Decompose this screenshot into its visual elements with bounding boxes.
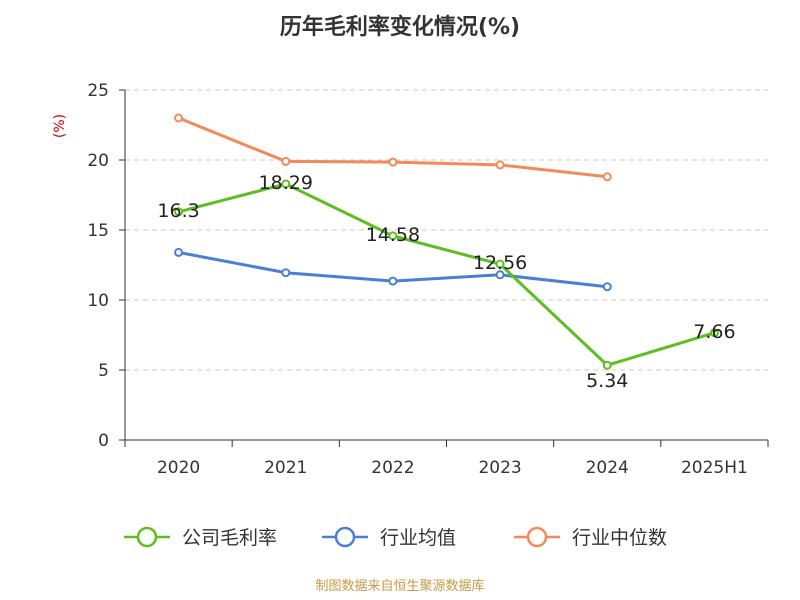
y-tick-label: 25 bbox=[87, 81, 109, 101]
y-tick-label: 5 bbox=[98, 361, 109, 381]
y-tick-label: 20 bbox=[87, 151, 109, 171]
data-point bbox=[388, 231, 398, 241]
data-point bbox=[174, 247, 184, 257]
data-label: 7.66 bbox=[693, 321, 735, 343]
legend-item[interactable]: 公司毛利率 bbox=[124, 526, 277, 549]
x-tick-labels: 2020 2021 2022 2023 2024 2025H1 bbox=[157, 458, 748, 478]
legend-label: 公司毛利率 bbox=[182, 527, 277, 549]
legend-label: 行业均值 bbox=[380, 527, 456, 549]
data-point bbox=[495, 259, 505, 269]
data-point bbox=[281, 179, 291, 189]
grid-lines bbox=[125, 89, 768, 371]
legend-item[interactable]: 行业均值 bbox=[322, 526, 456, 549]
data-point bbox=[602, 172, 612, 182]
data-point bbox=[281, 156, 291, 166]
legend-marker-icon bbox=[334, 526, 356, 548]
data-point bbox=[174, 113, 184, 123]
series-line bbox=[178, 116, 608, 179]
x-tick-label: 2022 bbox=[371, 458, 414, 478]
data-point bbox=[388, 276, 398, 286]
y-tick-label: 0 bbox=[98, 431, 109, 451]
y-tick-label: 15 bbox=[87, 221, 109, 241]
data-point bbox=[495, 160, 505, 170]
data-point bbox=[495, 270, 505, 280]
x-tick-label: 2023 bbox=[478, 458, 521, 478]
y-tick-labels: 0 5 10 15 20 25 bbox=[87, 81, 109, 451]
data-point bbox=[602, 360, 612, 370]
data-point bbox=[388, 157, 398, 167]
legend-item[interactable]: 行业中位数 bbox=[514, 526, 667, 549]
series-line bbox=[178, 182, 715, 367]
legend-marker-icon bbox=[526, 526, 548, 548]
x-tick-label: 2025H1 bbox=[681, 458, 748, 478]
x-tick-label: 2021 bbox=[264, 458, 307, 478]
axes bbox=[119, 89, 769, 447]
data-label: 5.34 bbox=[586, 370, 628, 392]
data-label: 14.58 bbox=[366, 224, 420, 246]
y-tick-label: 10 bbox=[87, 291, 109, 311]
x-tick-label: 2024 bbox=[586, 458, 629, 478]
y-axis-unit: (%) bbox=[52, 114, 68, 138]
chart-title: 历年毛利率变化情况(%) bbox=[280, 14, 520, 40]
data-point bbox=[709, 328, 719, 338]
data-point bbox=[174, 207, 184, 217]
data-labels: 16.3 18.29 14.58 12.56 5.34 7.66 bbox=[157, 172, 735, 392]
data-label: 16.3 bbox=[157, 200, 199, 222]
legend[interactable]: 公司毛利率 行业均值 行业中位数 bbox=[124, 526, 667, 549]
x-tick-label: 2020 bbox=[157, 458, 200, 478]
legend-label: 行业中位数 bbox=[572, 527, 667, 549]
data-point bbox=[281, 268, 291, 278]
series-group bbox=[174, 113, 719, 370]
data-label: 18.29 bbox=[259, 172, 313, 194]
legend-marker-icon bbox=[136, 526, 158, 548]
data-label: 12.56 bbox=[473, 252, 527, 274]
data-point bbox=[602, 282, 612, 292]
source-note: 制图数据来自恒生聚源数据库 bbox=[315, 578, 484, 594]
